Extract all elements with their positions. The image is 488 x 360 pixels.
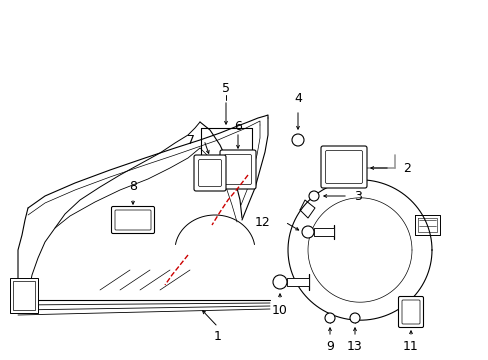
FancyBboxPatch shape bbox=[111, 207, 154, 234]
FancyBboxPatch shape bbox=[220, 150, 256, 189]
Circle shape bbox=[325, 313, 334, 323]
FancyBboxPatch shape bbox=[325, 150, 362, 184]
FancyBboxPatch shape bbox=[198, 159, 221, 186]
FancyBboxPatch shape bbox=[194, 155, 225, 191]
Text: 4: 4 bbox=[293, 91, 301, 104]
Text: 12: 12 bbox=[254, 216, 269, 229]
Text: 3: 3 bbox=[353, 189, 361, 202]
Bar bbox=[313, 228, 333, 236]
FancyBboxPatch shape bbox=[398, 297, 423, 328]
Circle shape bbox=[272, 275, 286, 289]
Circle shape bbox=[308, 191, 318, 201]
FancyBboxPatch shape bbox=[320, 146, 366, 188]
Text: 13: 13 bbox=[346, 341, 362, 354]
Text: 10: 10 bbox=[271, 303, 287, 316]
Circle shape bbox=[291, 134, 304, 146]
FancyBboxPatch shape bbox=[115, 210, 151, 230]
Text: 6: 6 bbox=[234, 120, 242, 132]
FancyBboxPatch shape bbox=[224, 154, 251, 184]
Text: 7: 7 bbox=[186, 134, 195, 147]
Text: 1: 1 bbox=[214, 330, 222, 343]
Text: 2: 2 bbox=[402, 162, 410, 175]
Bar bbox=[10, 278, 38, 313]
FancyBboxPatch shape bbox=[401, 300, 419, 324]
Text: 5: 5 bbox=[222, 81, 229, 94]
Bar bbox=[13, 281, 35, 310]
Circle shape bbox=[302, 226, 313, 238]
Bar bbox=[286, 278, 308, 286]
Text: 8: 8 bbox=[129, 180, 137, 193]
Circle shape bbox=[349, 313, 359, 323]
Text: 11: 11 bbox=[402, 341, 418, 354]
Text: 9: 9 bbox=[325, 341, 333, 354]
